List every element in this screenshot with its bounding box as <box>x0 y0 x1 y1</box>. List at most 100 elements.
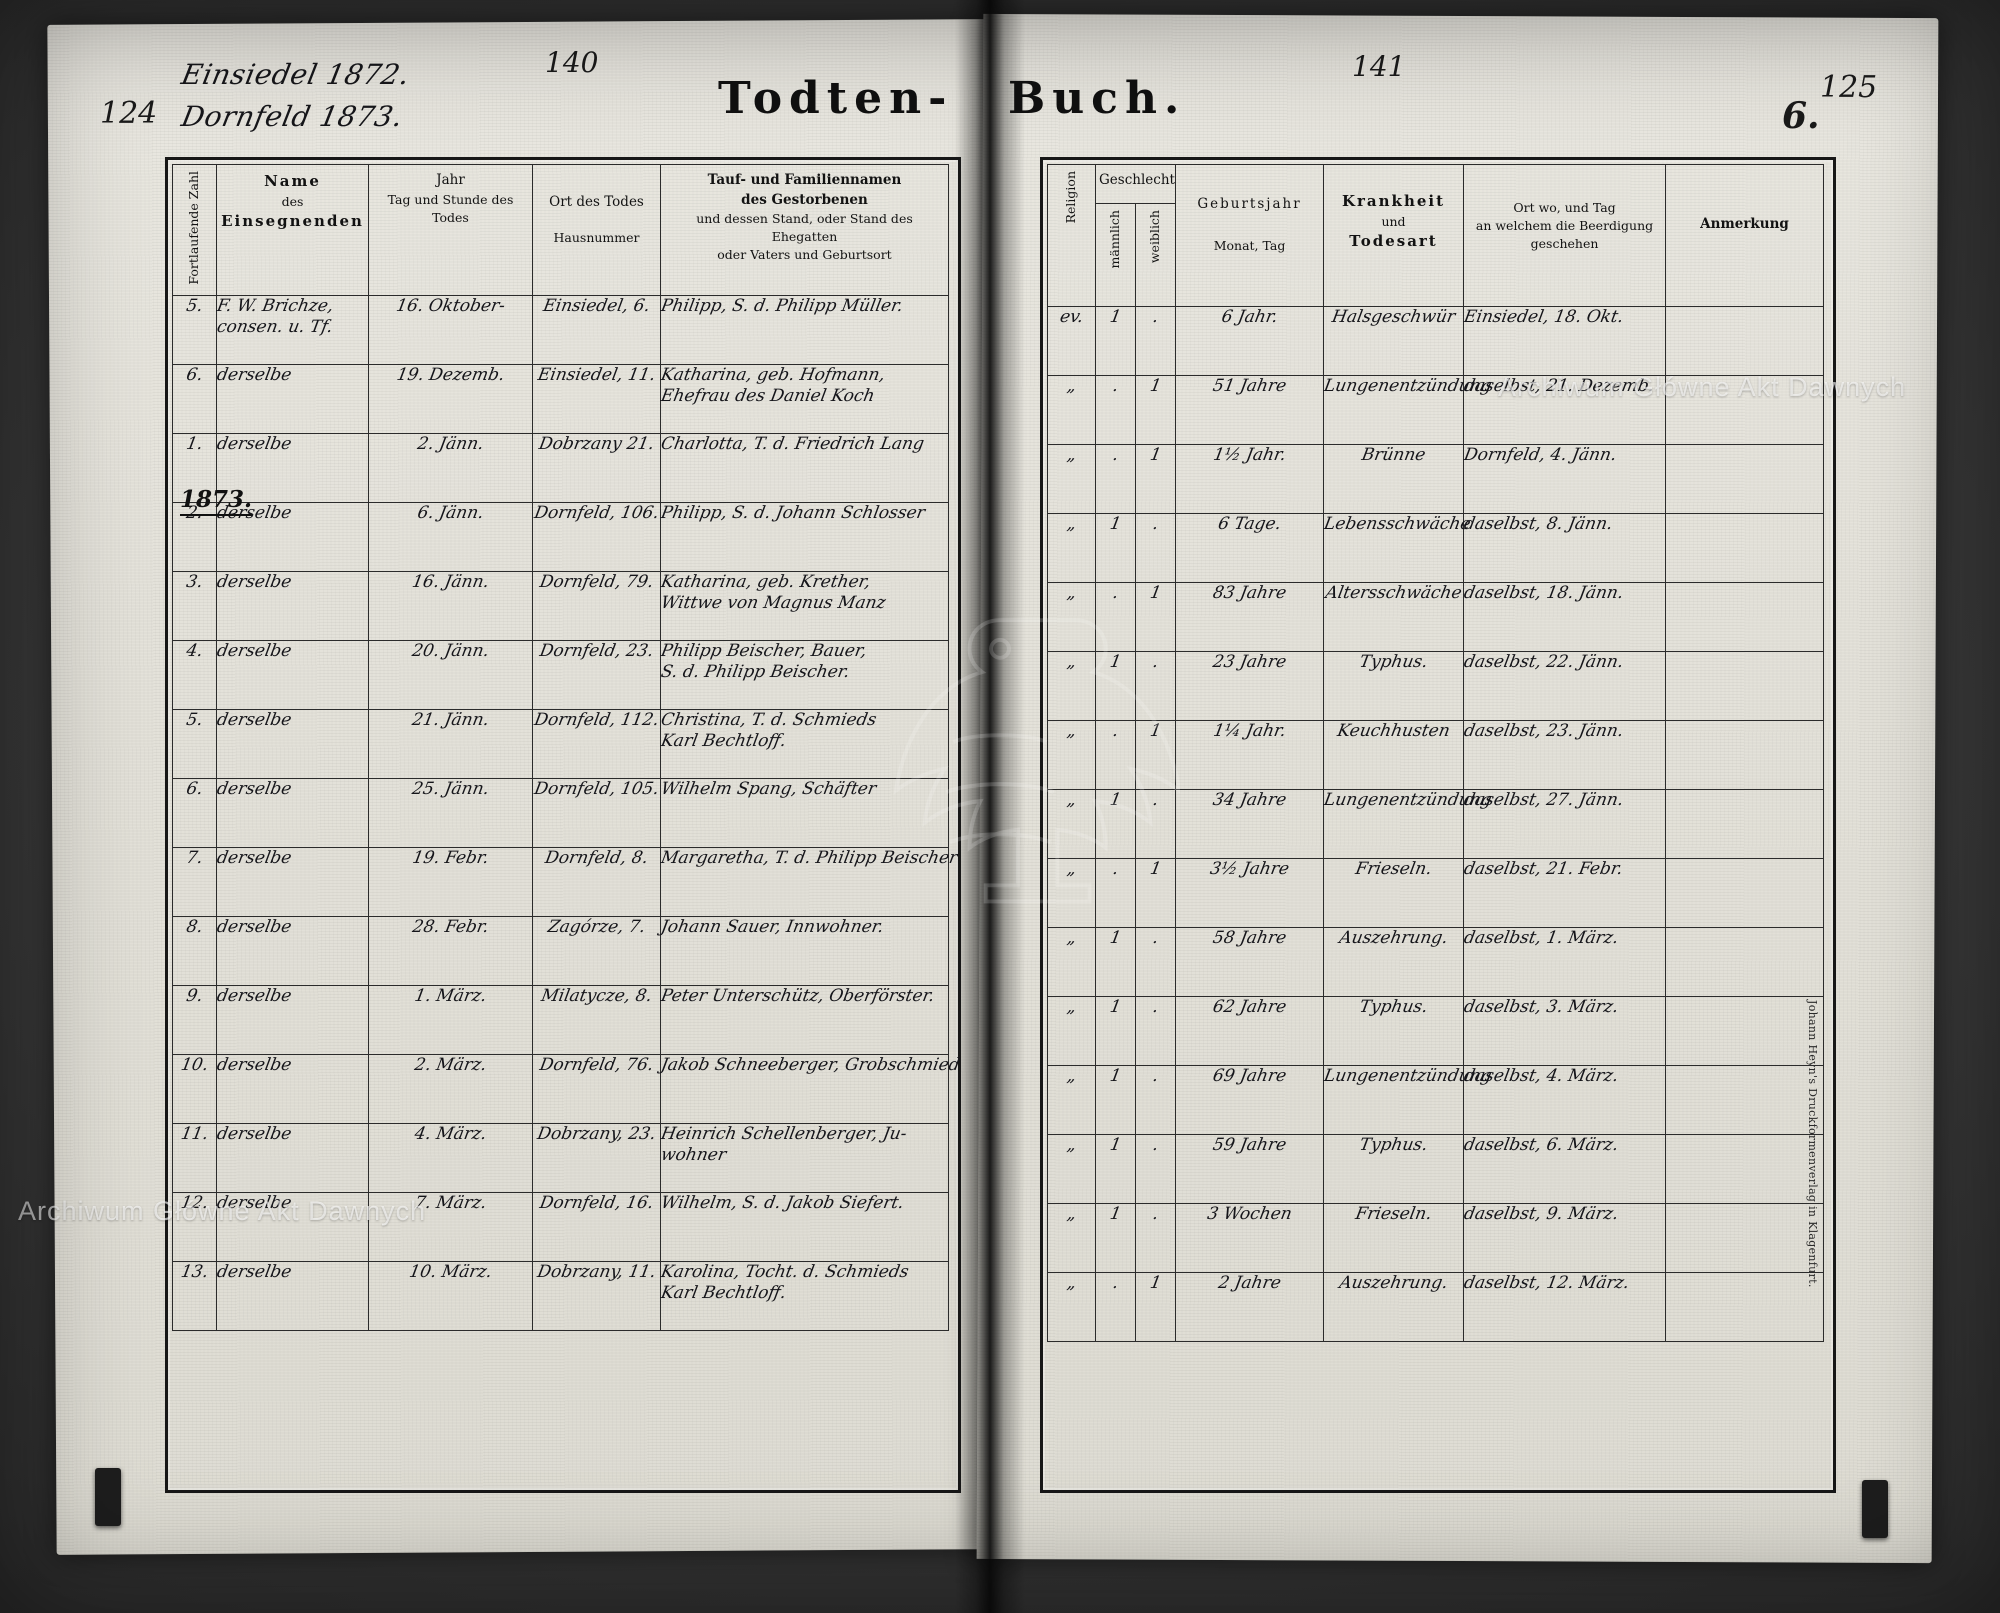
cell-laufende-nummer: 5. <box>172 709 217 779</box>
cell-name-gestorbener: Johann Sauer, Innwohner. <box>659 916 949 986</box>
cell-einsegnender: F. W. Brichze, consen. u. Tf. <box>215 295 369 365</box>
cell-einsegnender: derselbe <box>215 916 369 986</box>
col-header-maennlich: männlich <box>1095 203 1136 307</box>
cell-name-gestorbener: Jakob Schneeberger, Grobschmied <box>659 1054 961 1124</box>
cell-geburtsjahr-alter: 34 Jahre <box>1175 789 1325 859</box>
table-row: „. 1 2 Jahre Auszehrung. daselbst, 12. März. <box>1047 1272 1825 1342</box>
table-row: „ 1. 3 Wochen Frieseln. daselbst, 9. März. <box>1047 1203 1825 1273</box>
col-header-religion: Religion <box>1047 164 1096 307</box>
col-header-tauf-und-familiennamen: Tauf- und Familiennamen des Gestorbenen … <box>660 164 949 296</box>
cell-ort-des-todes: Dornfeld, 8. <box>532 847 661 917</box>
cell-religion: „ <box>1047 375 1096 445</box>
cell-religion: „ <box>1047 444 1096 514</box>
cell-maennlich: . <box>1095 582 1136 652</box>
cell-geburtsjahr-alter: 58 Jahre <box>1175 927 1325 997</box>
cell-laufende-nummer: 13. <box>172 1261 217 1331</box>
cell-weiblich: . <box>1134 996 1177 1066</box>
cell-name-gestorbener: Katharina, geb. Hofmann, Ehefrau des Dani… <box>659 364 949 434</box>
cell-geburtsjahr-alter: 6 Jahr. <box>1175 306 1325 376</box>
table-row: „ 1. 23 Jahre Typhus. daselbst, 22. Jänn. <box>1047 651 1825 721</box>
cell-name-gestorbener: Heinrich Schellenberger, Ju-wohner <box>659 1123 949 1193</box>
table-row: 12. derselbe 7. März. Dornfeld, 16. Wilhelm,… <box>172 1192 949 1262</box>
cell-einsegnender: derselbe <box>215 1123 369 1193</box>
table-row: 11. derselbe 4. März. Dobrzany, 23. Heinrich… <box>172 1123 949 1193</box>
register-table-right: Religion Geschlecht Geburtsjahr Monat, T… <box>1047 164 1825 1342</box>
table-header-row-right-top: Religion Geschlecht Geburtsjahr Monat, T… <box>1047 164 1825 307</box>
cell-beerdigung: daselbst, 8. Jänn. <box>1462 513 1667 583</box>
cell-maennlich: 1 <box>1095 1065 1136 1135</box>
cell-laufende-nummer: 8. <box>172 916 217 986</box>
cell-todestag: 6. Jänn. <box>368 502 533 572</box>
cell-religion: „ <box>1047 1134 1096 1204</box>
cell-ort-des-todes: Dornfeld, 106. <box>532 502 661 572</box>
cell-beerdigung: daselbst, 1. März. <box>1462 927 1667 997</box>
cell-geburtsjahr-alter: 2 Jahre <box>1175 1272 1325 1342</box>
cell-weiblich: 1 <box>1134 1272 1177 1342</box>
cell-weiblich: . <box>1134 927 1177 997</box>
cell-krankheit-todesart: Altersschwäche <box>1323 582 1465 652</box>
cell-todestag: 25. Jänn. <box>368 778 533 848</box>
cell-anmerkung <box>1665 444 1825 514</box>
cell-name-gestorbener: Peter Unterschütz, Oberförster. <box>659 985 949 1055</box>
cell-krankheit-todesart: Typhus. <box>1323 996 1465 1066</box>
table-row: „ 1. 58 Jahre Auszehrung. daselbst, 1. März. <box>1047 927 1825 997</box>
cell-ort-des-todes: Zagórze, 7. <box>532 916 661 986</box>
table-header-row-left: Fortlaufende Zahl Name des Einsegnenden … <box>172 164 949 296</box>
cell-beerdigung: daselbst, 21. Febr. <box>1462 858 1667 928</box>
cell-einsegnender: derselbe <box>215 709 369 779</box>
cell-weiblich: . <box>1134 1065 1177 1135</box>
cell-religion: „ <box>1047 996 1096 1066</box>
cell-religion: ev. <box>1047 306 1096 376</box>
cell-krankheit-todesart: Lungenentzündung <box>1322 789 1493 859</box>
col-header-beerdigung: Ort wo, und Tag an welchem die Beerdigun… <box>1463 164 1667 307</box>
table-row: 9. derselbe 1. März. Milatycze, 8. Peter Unt… <box>172 985 949 1055</box>
cell-name-gestorbener: Christina, T. d. Schmieds Karl Bechtloff. <box>659 709 949 779</box>
folio-right-ink: 141 <box>1352 50 1406 83</box>
cell-geburtsjahr-alter: 62 Jahre <box>1175 996 1325 1066</box>
cell-beerdigung: daselbst, 27. Jänn. <box>1462 789 1667 859</box>
cell-ort-des-todes: Dobrzany, 11. <box>532 1261 661 1331</box>
cell-name-gestorbener: Philipp Beischer, Bauer, S. d. Philipp Be… <box>659 640 949 710</box>
cell-maennlich: 1 <box>1095 927 1136 997</box>
register-body-left: 5. F. W. Brichze, consen. u. Tf. 16. Oktobe… <box>172 295 961 1331</box>
col-header-anmerkung: Anmerkung <box>1665 164 1825 307</box>
cell-weiblich: . <box>1134 513 1177 583</box>
cell-weiblich: 1 <box>1134 858 1177 928</box>
folio-left-pencil: 124 <box>100 96 158 131</box>
cell-weiblich: 1 <box>1134 582 1177 652</box>
cell-religion: „ <box>1047 858 1096 928</box>
page-clip-bottom-right <box>1862 1480 1888 1538</box>
cell-weiblich: . <box>1134 651 1177 721</box>
cell-krankheit-todesart: Brünne <box>1323 444 1465 514</box>
register-body-right: ev. 1. 6 Jahr. Halsgeschwür Einsiedel, 18. O… <box>1047 306 1825 1342</box>
cell-krankheit-todesart: Frieseln. <box>1323 858 1465 928</box>
cell-maennlich: . <box>1095 720 1136 790</box>
cell-laufende-nummer: 6. <box>172 364 217 434</box>
cell-geburtsjahr-alter: 69 Jahre <box>1175 1065 1325 1135</box>
cell-maennlich: 1 <box>1095 513 1136 583</box>
col-header-ort-des-todes: Ort des Todes Hausnummer <box>532 164 661 296</box>
col-header-weiblich: weiblich <box>1134 203 1177 307</box>
cell-weiblich: . <box>1134 1134 1177 1204</box>
cell-laufende-nummer: 12. <box>172 1192 217 1262</box>
cell-krankheit-todesart: Lungenentzündung <box>1322 375 1493 445</box>
cell-anmerkung <box>1665 513 1825 583</box>
cell-einsegnender: derselbe <box>215 847 369 917</box>
col-header-geburtsjahr: Geburtsjahr Monat, Tag <box>1175 164 1325 307</box>
cell-religion: „ <box>1047 651 1096 721</box>
cell-laufende-nummer: 4. <box>172 640 217 710</box>
cell-geburtsjahr-alter: 1¼ Jahr. <box>1175 720 1325 790</box>
cell-anmerkung <box>1665 927 1825 997</box>
cell-ort-des-todes: Einsiedel, 6. <box>532 295 661 365</box>
table-row: 1. derselbe 2. Jänn. Dobrzany 21. Charlotta,… <box>172 433 949 503</box>
table-row: 5. derselbe 21. Jänn. Dornfeld, 112. Christi… <box>172 709 949 779</box>
cell-einsegnender: derselbe <box>215 571 369 641</box>
cell-todestag: 16. Oktober- <box>368 295 533 365</box>
cell-name-gestorbener: Charlotta, T. d. Friedrich Lang <box>659 433 949 503</box>
page-clip-bottom-left <box>95 1468 121 1526</box>
cell-weiblich: 1 <box>1134 720 1177 790</box>
table-row: „. 1 1½ Jahr. Brünne Dornfeld, 4. Jänn. <box>1047 444 1825 514</box>
table-row: „ 1. 6 Tage. Lebensschwäche daselbst, 8. Jän… <box>1047 513 1825 583</box>
cell-todestag: 20. Jänn. <box>368 640 533 710</box>
cell-ort-des-todes: Dornfeld, 23. <box>532 640 661 710</box>
